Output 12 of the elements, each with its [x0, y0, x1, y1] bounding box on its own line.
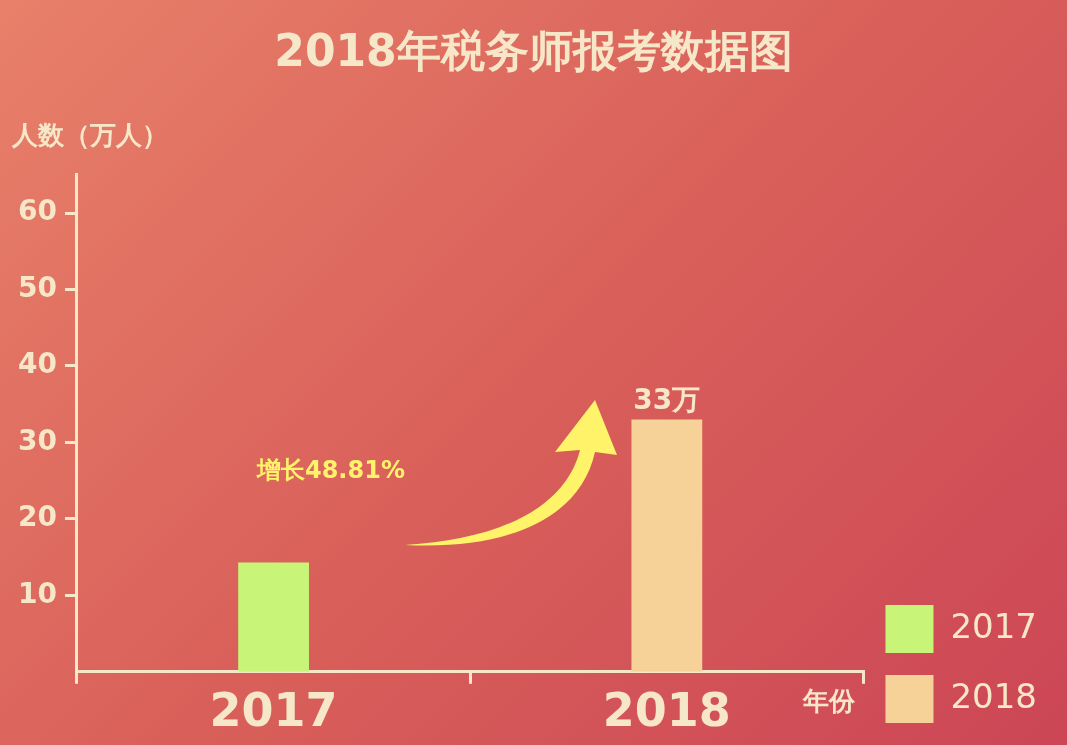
y-tick-label: 20: [18, 500, 57, 534]
y-axis-title: 人数（万人）: [12, 119, 168, 152]
chart-title: 2018年税务师报考数据图: [273, 24, 794, 78]
legend-label: 2017: [950, 605, 1037, 646]
x-axis-title: 年份: [802, 685, 857, 716]
data-label: 33万: [633, 382, 701, 416]
y-tick-label: 30: [18, 423, 57, 457]
annotation: 增长48.81%: [255, 456, 405, 485]
y-tick-label: 10: [18, 576, 57, 610]
y-tick-label: 40: [18, 347, 57, 381]
y-tick-label: 50: [18, 270, 57, 304]
y-tick-label: 60: [18, 194, 57, 228]
